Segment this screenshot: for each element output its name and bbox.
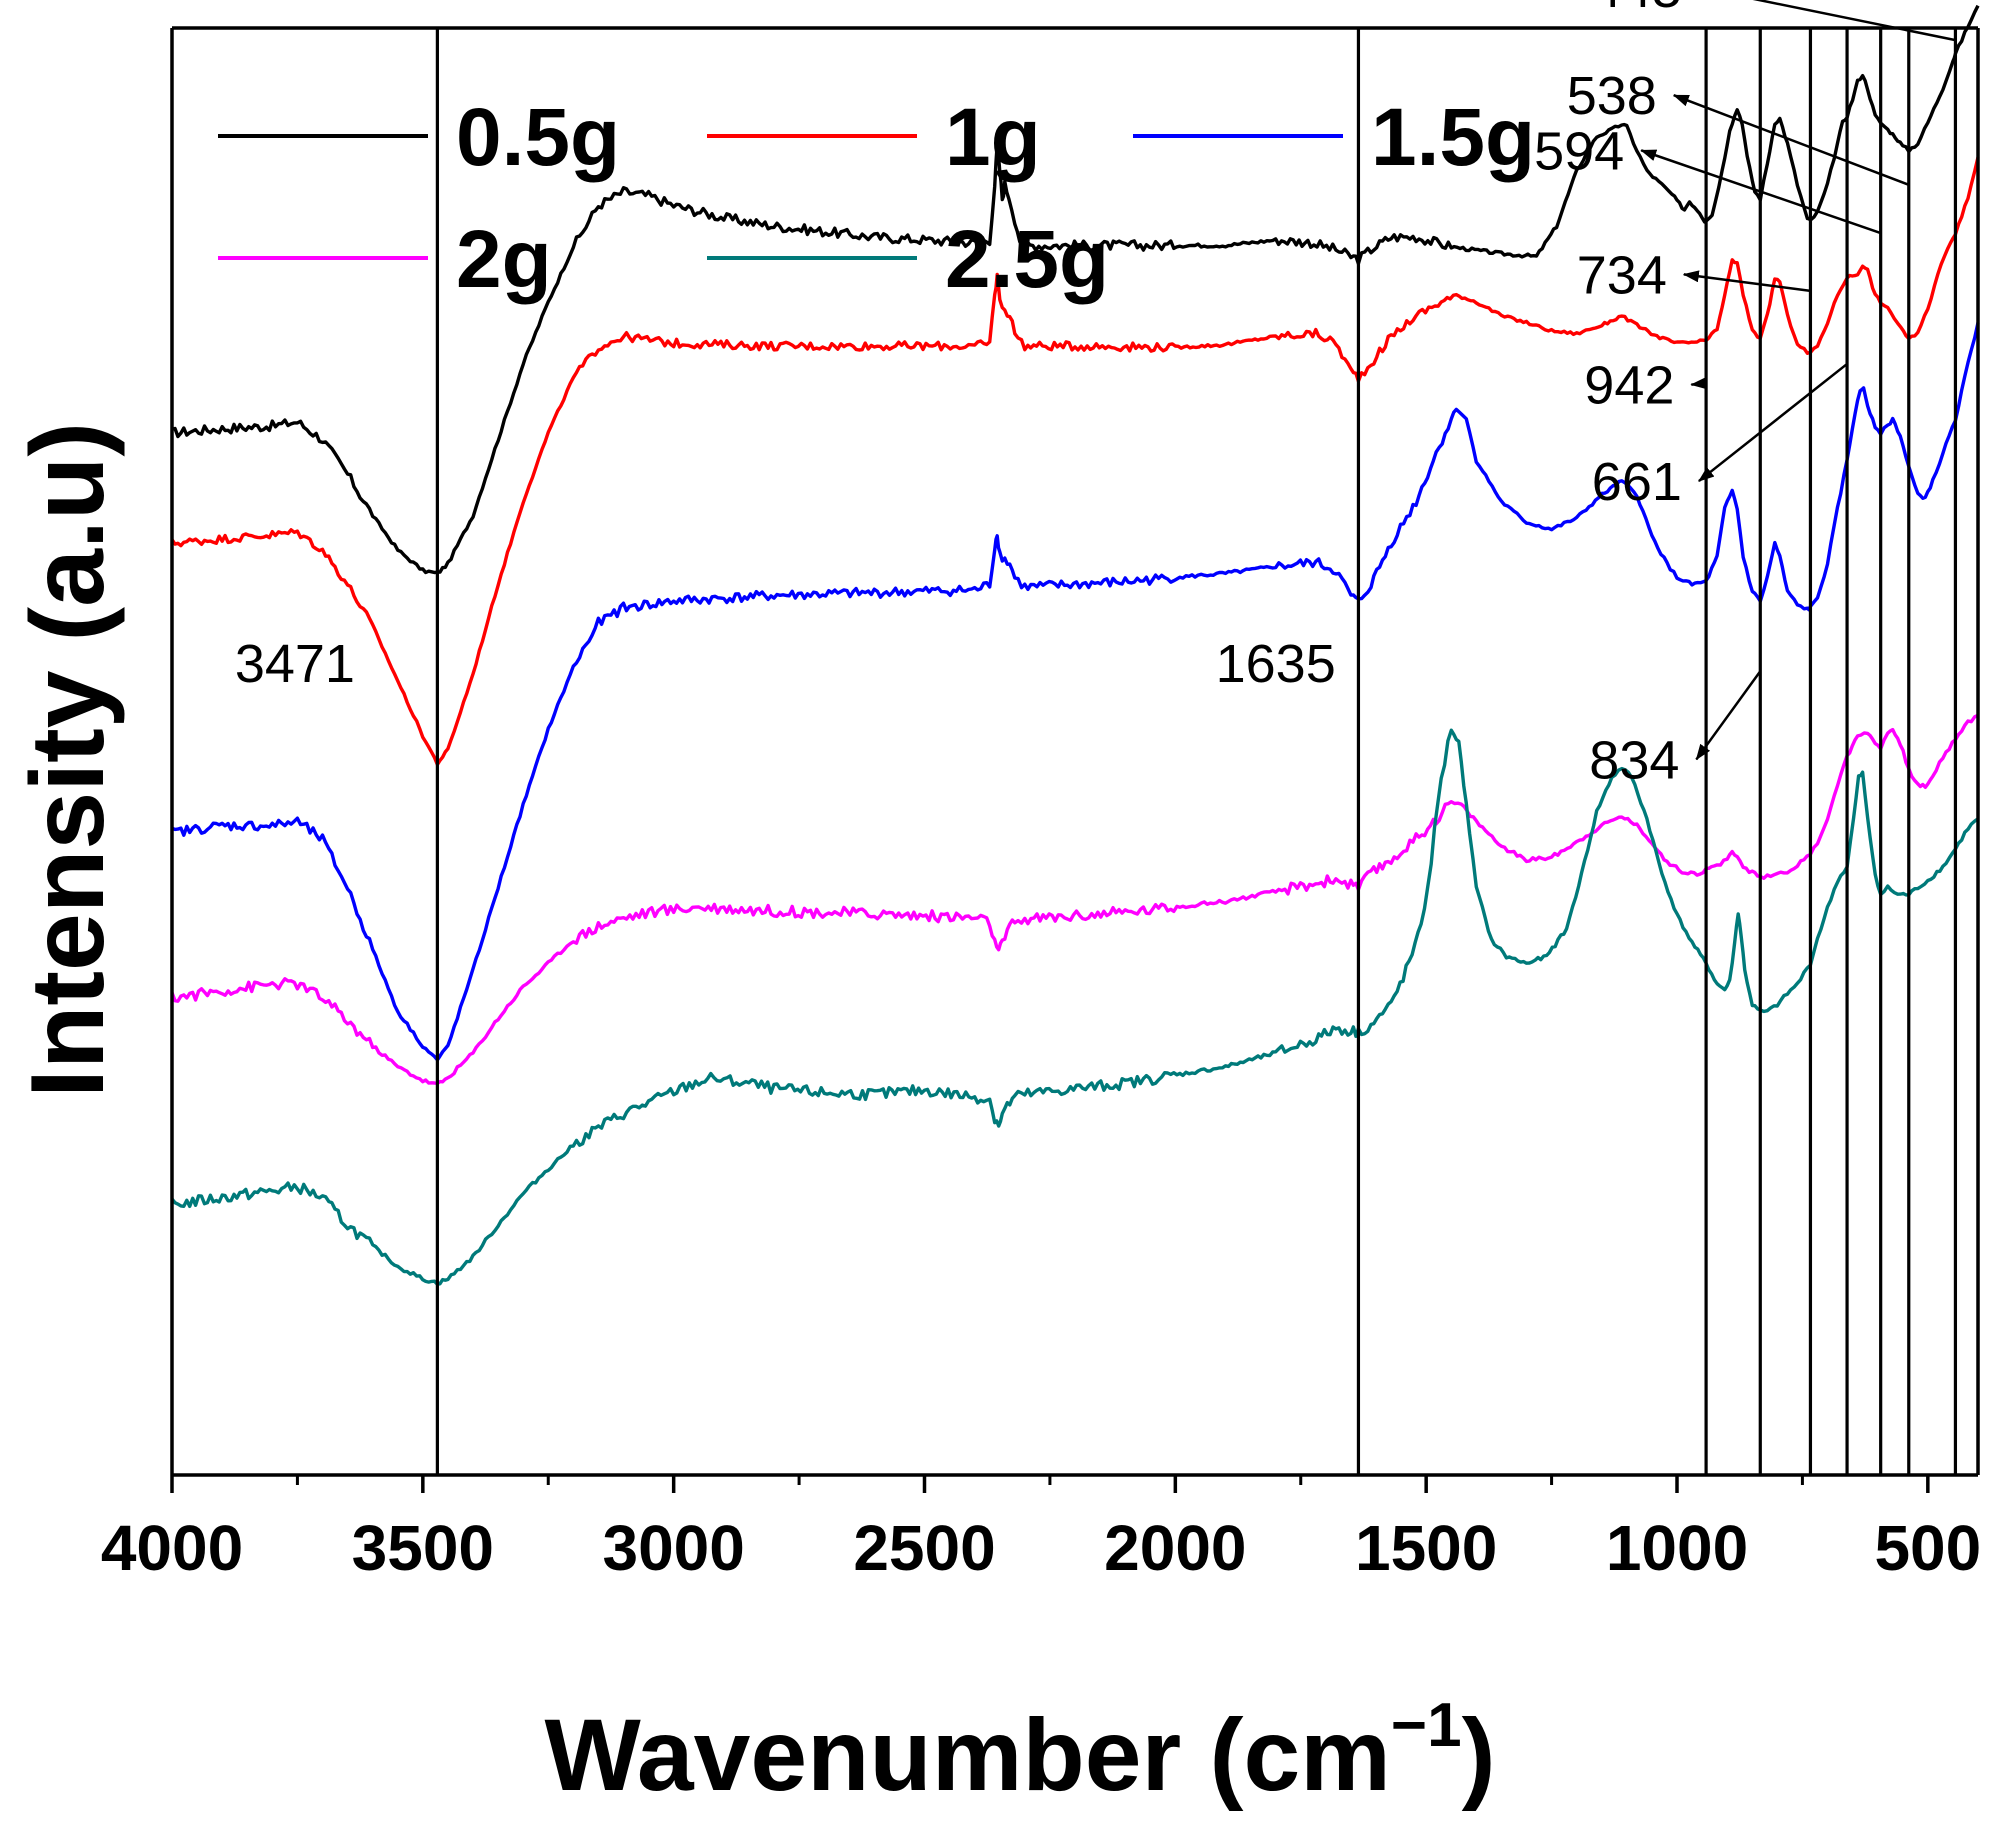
x-axis-title-superscript: −1: [1391, 1691, 1462, 1760]
peak-label-445: 445: [1592, 0, 1682, 19]
peak-arrow-594: [1640, 149, 1882, 235]
y-axis-title: Intensity (a.u): [10, 422, 126, 1098]
peak-arrow-445: [1752, 0, 1956, 42]
x-axis-title-close: ): [1462, 1698, 1496, 1812]
x-tick-label-2500: 2500: [853, 1512, 995, 1584]
series-lines: [170, 4, 1980, 1287]
x-axis-title: Wavenumber (cm−1): [544, 1691, 1495, 1812]
series-line-0p5g: [171, 4, 1980, 575]
peak-arrow-538: [1672, 94, 1910, 186]
peak-label-834: 834: [1589, 730, 1679, 790]
peak-label-734: 734: [1577, 245, 1667, 305]
reference-lines: [435, 28, 1958, 1475]
peak-label-942: 942: [1584, 356, 1674, 416]
x-tick-label-3500: 3500: [352, 1512, 494, 1584]
x-axis-title-text: Wavenumber (cm: [544, 1698, 1390, 1812]
x-tick-label-3000: 3000: [602, 1512, 744, 1584]
peak-arrow-661: [1698, 362, 1848, 483]
x-tick-label-1000: 1000: [1606, 1512, 1748, 1584]
legend-label-0p5g: 0.5g: [456, 92, 620, 183]
series-line-2p5g: [170, 728, 1979, 1287]
x-tick-label-500: 500: [1874, 1512, 1981, 1584]
x-tick-label-1500: 1500: [1355, 1512, 1497, 1584]
peak-arrow-734: [1682, 270, 1811, 293]
peak-label-3471: 3471: [235, 634, 355, 694]
peak-arrow-834: [1695, 670, 1762, 761]
peak-label-538: 538: [1567, 66, 1657, 126]
legend-label-2p5g: 2.5g: [945, 214, 1109, 305]
x-tick-label-2000: 2000: [1104, 1512, 1246, 1584]
legend: 0.5g 1g 1.5g 2g 2.5g: [218, 92, 1535, 305]
series-line-1p5g: [171, 322, 1980, 1062]
x-tick-label-4000: 4000: [101, 1512, 243, 1584]
x-axis-ticks: 4000 3500 3000 2500 2000 1500 1000 500: [101, 1475, 1981, 1584]
series-line-2g: [170, 713, 1979, 1086]
series-line-1g: [170, 156, 1980, 767]
legend-label-1p5g: 1.5g: [1371, 92, 1535, 183]
peak-label-1635: 1635: [1216, 634, 1336, 694]
legend-label-1g: 1g: [945, 92, 1041, 183]
peak-label-594: 594: [1534, 121, 1624, 181]
legend-label-2g: 2g: [456, 214, 552, 305]
peak-label-661: 661: [1592, 452, 1682, 512]
peak-arrow-942: [1690, 377, 1707, 390]
